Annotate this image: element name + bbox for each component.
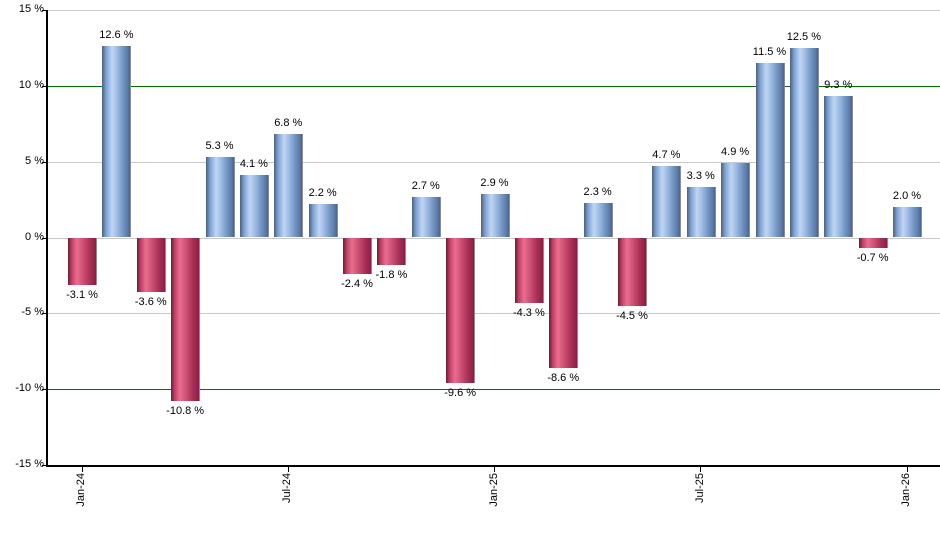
bar — [308, 204, 338, 238]
x-axis-line — [46, 465, 940, 467]
y-axis-tick-label: -15 % — [15, 458, 44, 470]
bar — [102, 46, 132, 238]
x-tick-mark — [906, 467, 908, 472]
bar-value-label: 12.6 % — [99, 29, 134, 42]
y-tick-mark — [42, 85, 46, 87]
bar-value-label: -9.6 % — [444, 387, 477, 400]
bar-value-label: -0.7 % — [856, 252, 889, 265]
x-axis-tick-label: Jan-25 — [487, 473, 500, 507]
bar — [686, 187, 716, 238]
bar — [789, 47, 819, 238]
bar — [136, 237, 166, 293]
gridline — [48, 161, 940, 163]
bar-value-label: 11.5 % — [752, 46, 787, 59]
bar-value-label: 2.3 % — [583, 185, 612, 198]
bar-value-label: -10.8 % — [166, 405, 205, 418]
x-tick-mark — [494, 467, 495, 472]
bar — [858, 237, 888, 249]
y-axis-tick-label: -10 % — [15, 382, 44, 395]
x-tick-mark — [700, 467, 702, 472]
y-axis-tick-label: 10 % — [18, 78, 44, 91]
y-tick-mark — [42, 313, 46, 315]
bar-value-label: 9.3 % — [824, 79, 853, 92]
bar — [583, 202, 613, 238]
bar-value-label: 3.3 % — [686, 170, 715, 183]
bar-value-label: -2.4 % — [341, 277, 373, 290]
bar — [205, 157, 235, 238]
bar — [239, 175, 269, 238]
gridline — [48, 313, 940, 315]
bar — [68, 237, 98, 285]
y-axis-tick-label: -5 % — [21, 306, 44, 319]
bar — [411, 196, 441, 238]
bar-value-label: 2.9 % — [480, 176, 509, 189]
bar-value-label: -8.6 % — [547, 371, 580, 384]
bar — [343, 237, 373, 274]
bar — [514, 237, 544, 303]
bar-value-label: 4.7 % — [652, 149, 681, 162]
bar — [893, 207, 922, 238]
bar — [377, 237, 407, 265]
x-tick-mark — [287, 467, 289, 472]
x-axis-tick-label: Jul-25 — [693, 473, 706, 503]
y-tick-mark — [42, 237, 46, 239]
bar-value-label: 4.9 % — [721, 146, 750, 159]
bar — [549, 237, 579, 368]
bar-value-label: 2.0 % — [892, 190, 922, 203]
bar — [618, 237, 647, 306]
gridline — [48, 10, 940, 11]
y-axis-tick-label: 15 % — [18, 3, 44, 15]
bar-value-label: 4.1 % — [239, 158, 268, 171]
y-tick-mark — [42, 389, 46, 391]
x-tick-mark — [81, 467, 83, 472]
y-tick-mark — [42, 10, 46, 11]
y-tick-mark — [42, 161, 46, 163]
bar — [274, 134, 304, 238]
x-axis-tick-label: Jan-24 — [75, 473, 88, 507]
threshold-line — [48, 389, 940, 391]
bar — [652, 166, 682, 238]
y-tick-mark — [42, 465, 46, 466]
bar — [755, 63, 785, 238]
bar-value-label: -4.5 % — [616, 309, 648, 322]
y-axis-line — [46, 10, 48, 467]
x-axis-tick-label: Jul-24 — [281, 473, 294, 503]
bar-value-label: 2.7 % — [411, 179, 440, 192]
x-axis-tick-label: Jan-26 — [900, 473, 912, 507]
gridline — [48, 237, 940, 239]
bar — [721, 163, 751, 238]
bar-value-label: 12.5 % — [786, 30, 821, 43]
bar-value-label: 6.8 % — [274, 117, 303, 130]
bar-value-label: -3.6 % — [134, 296, 167, 309]
bar-value-label: 2.2 % — [308, 187, 337, 200]
bar — [171, 237, 201, 402]
bar-value-label: -1.8 % — [375, 268, 408, 281]
bar — [446, 237, 476, 384]
bar — [480, 193, 510, 238]
bar-value-label: 5.3 % — [205, 140, 234, 153]
bar-value-label: -4.3 % — [512, 306, 545, 319]
y-axis-tick-label: 0 % — [25, 230, 44, 243]
bar-value-label: -3.1 % — [66, 288, 98, 301]
y-axis-tick-label: 5 % — [25, 154, 44, 167]
bar — [824, 96, 854, 238]
threshold-line — [48, 85, 940, 87]
